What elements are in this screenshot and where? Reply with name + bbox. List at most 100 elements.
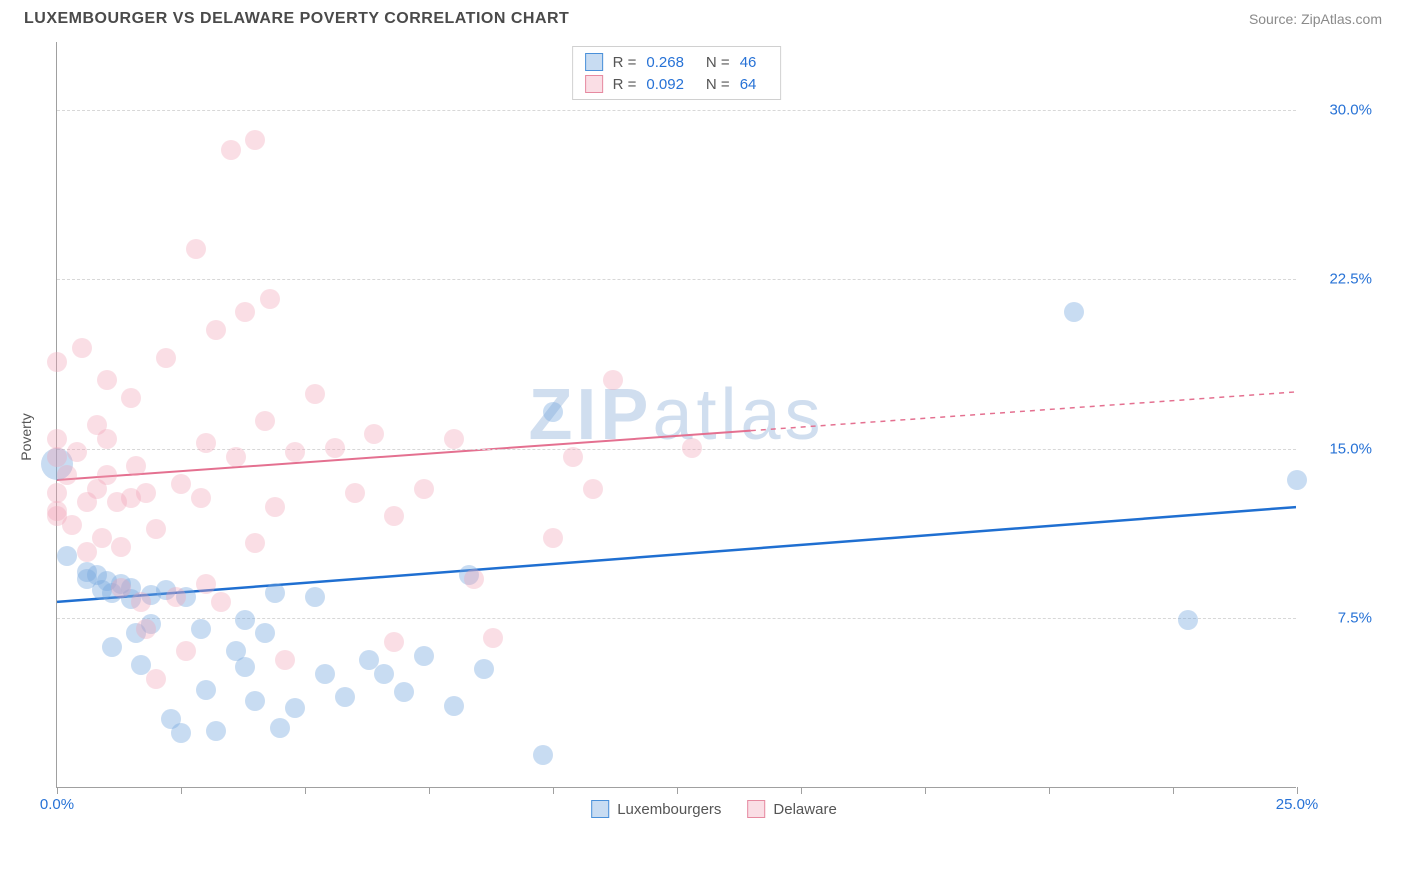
scatter-point bbox=[483, 628, 503, 648]
scatter-point bbox=[206, 320, 226, 340]
scatter-point bbox=[1287, 470, 1307, 490]
scatter-point bbox=[245, 691, 265, 711]
x-tick bbox=[553, 787, 554, 794]
scatter-point bbox=[1064, 302, 1084, 322]
scatter-point bbox=[260, 289, 280, 309]
y-tick-label: 30.0% bbox=[1329, 101, 1372, 118]
scatter-point bbox=[394, 682, 414, 702]
x-tick-label: 25.0% bbox=[1276, 796, 1319, 813]
scatter-point bbox=[444, 429, 464, 449]
scatter-point bbox=[315, 664, 335, 684]
scatter-point bbox=[156, 348, 176, 368]
plot-area: ZIPatlas R =0.268N =46R =0.092N =64 7.5%… bbox=[56, 42, 1296, 788]
scatter-point bbox=[474, 659, 494, 679]
x-tick bbox=[181, 787, 182, 794]
scatter-point bbox=[543, 528, 563, 548]
scatter-point bbox=[62, 515, 82, 535]
scatter-point bbox=[603, 370, 623, 390]
scatter-point bbox=[414, 646, 434, 666]
scatter-point bbox=[221, 140, 241, 160]
x-tick bbox=[1173, 787, 1174, 794]
x-tick-label: 0.0% bbox=[40, 796, 74, 813]
scatter-point bbox=[72, 338, 92, 358]
y-tick-label: 22.5% bbox=[1329, 271, 1372, 288]
scatter-point bbox=[47, 447, 67, 467]
scatter-point bbox=[47, 429, 67, 449]
scatter-point bbox=[136, 483, 156, 503]
scatter-point bbox=[305, 587, 325, 607]
stats-legend: R =0.268N =46R =0.092N =64 bbox=[572, 46, 782, 100]
scatter-point bbox=[255, 623, 275, 643]
x-tick bbox=[57, 787, 58, 794]
scatter-point bbox=[191, 619, 211, 639]
legend-swatch bbox=[585, 53, 603, 71]
scatter-point bbox=[464, 569, 484, 589]
scatter-point bbox=[126, 456, 146, 476]
scatter-point bbox=[211, 592, 231, 612]
legend-swatch bbox=[585, 75, 603, 93]
scatter-point bbox=[47, 483, 67, 503]
scatter-point bbox=[206, 721, 226, 741]
legend-label: Delaware bbox=[773, 801, 836, 818]
scatter-point bbox=[235, 610, 255, 630]
scatter-point bbox=[111, 537, 131, 557]
scatter-point bbox=[265, 583, 285, 603]
scatter-point bbox=[563, 447, 583, 467]
scatter-point bbox=[97, 465, 117, 485]
chart-title: LUXEMBOURGER VS DELAWARE POVERTY CORRELA… bbox=[24, 10, 569, 28]
scatter-point bbox=[146, 669, 166, 689]
scatter-point bbox=[255, 411, 275, 431]
scatter-point bbox=[325, 438, 345, 458]
x-tick bbox=[801, 787, 802, 794]
scatter-point bbox=[374, 664, 394, 684]
scatter-point bbox=[196, 574, 216, 594]
legend-swatch bbox=[591, 800, 609, 818]
scatter-point bbox=[131, 592, 151, 612]
chart-container: Poverty ZIPatlas R =0.268N =46R =0.092N … bbox=[46, 42, 1382, 832]
scatter-point bbox=[335, 687, 355, 707]
scatter-point bbox=[235, 302, 255, 322]
series-legend: Luxembourgers Delaware bbox=[591, 800, 837, 818]
watermark: ZIPatlas bbox=[528, 374, 824, 456]
scatter-point bbox=[57, 546, 77, 566]
scatter-point bbox=[543, 402, 563, 422]
scatter-point bbox=[444, 696, 464, 716]
scatter-point bbox=[191, 488, 211, 508]
x-tick bbox=[305, 787, 306, 794]
scatter-point bbox=[97, 370, 117, 390]
scatter-point bbox=[146, 519, 166, 539]
scatter-point bbox=[226, 447, 246, 467]
legend-swatch bbox=[747, 800, 765, 818]
x-tick bbox=[1049, 787, 1050, 794]
scatter-point bbox=[97, 429, 117, 449]
legend-item: Luxembourgers bbox=[591, 800, 721, 818]
scatter-point bbox=[111, 578, 131, 598]
scatter-point bbox=[176, 641, 196, 661]
scatter-point bbox=[245, 533, 265, 553]
stats-legend-row: R =0.268N =46 bbox=[585, 51, 769, 73]
scatter-point bbox=[196, 433, 216, 453]
x-tick bbox=[1297, 787, 1298, 794]
gridline-h bbox=[57, 279, 1296, 280]
stats-legend-row: R =0.092N =64 bbox=[585, 73, 769, 95]
scatter-point bbox=[196, 680, 216, 700]
scatter-point bbox=[345, 483, 365, 503]
scatter-point bbox=[121, 388, 141, 408]
legend-item: Delaware bbox=[747, 800, 836, 818]
y-tick-label: 7.5% bbox=[1338, 610, 1372, 627]
gridline-h bbox=[57, 110, 1296, 111]
scatter-point bbox=[186, 239, 206, 259]
scatter-point bbox=[171, 723, 191, 743]
x-tick bbox=[925, 787, 926, 794]
x-tick bbox=[677, 787, 678, 794]
y-tick-label: 15.0% bbox=[1329, 440, 1372, 457]
scatter-point bbox=[384, 506, 404, 526]
scatter-point bbox=[166, 587, 186, 607]
scatter-point bbox=[285, 698, 305, 718]
scatter-point bbox=[414, 479, 434, 499]
scatter-point bbox=[136, 619, 156, 639]
scatter-point bbox=[235, 657, 255, 677]
scatter-point bbox=[171, 474, 191, 494]
scatter-point bbox=[245, 130, 265, 150]
scatter-point bbox=[47, 352, 67, 372]
